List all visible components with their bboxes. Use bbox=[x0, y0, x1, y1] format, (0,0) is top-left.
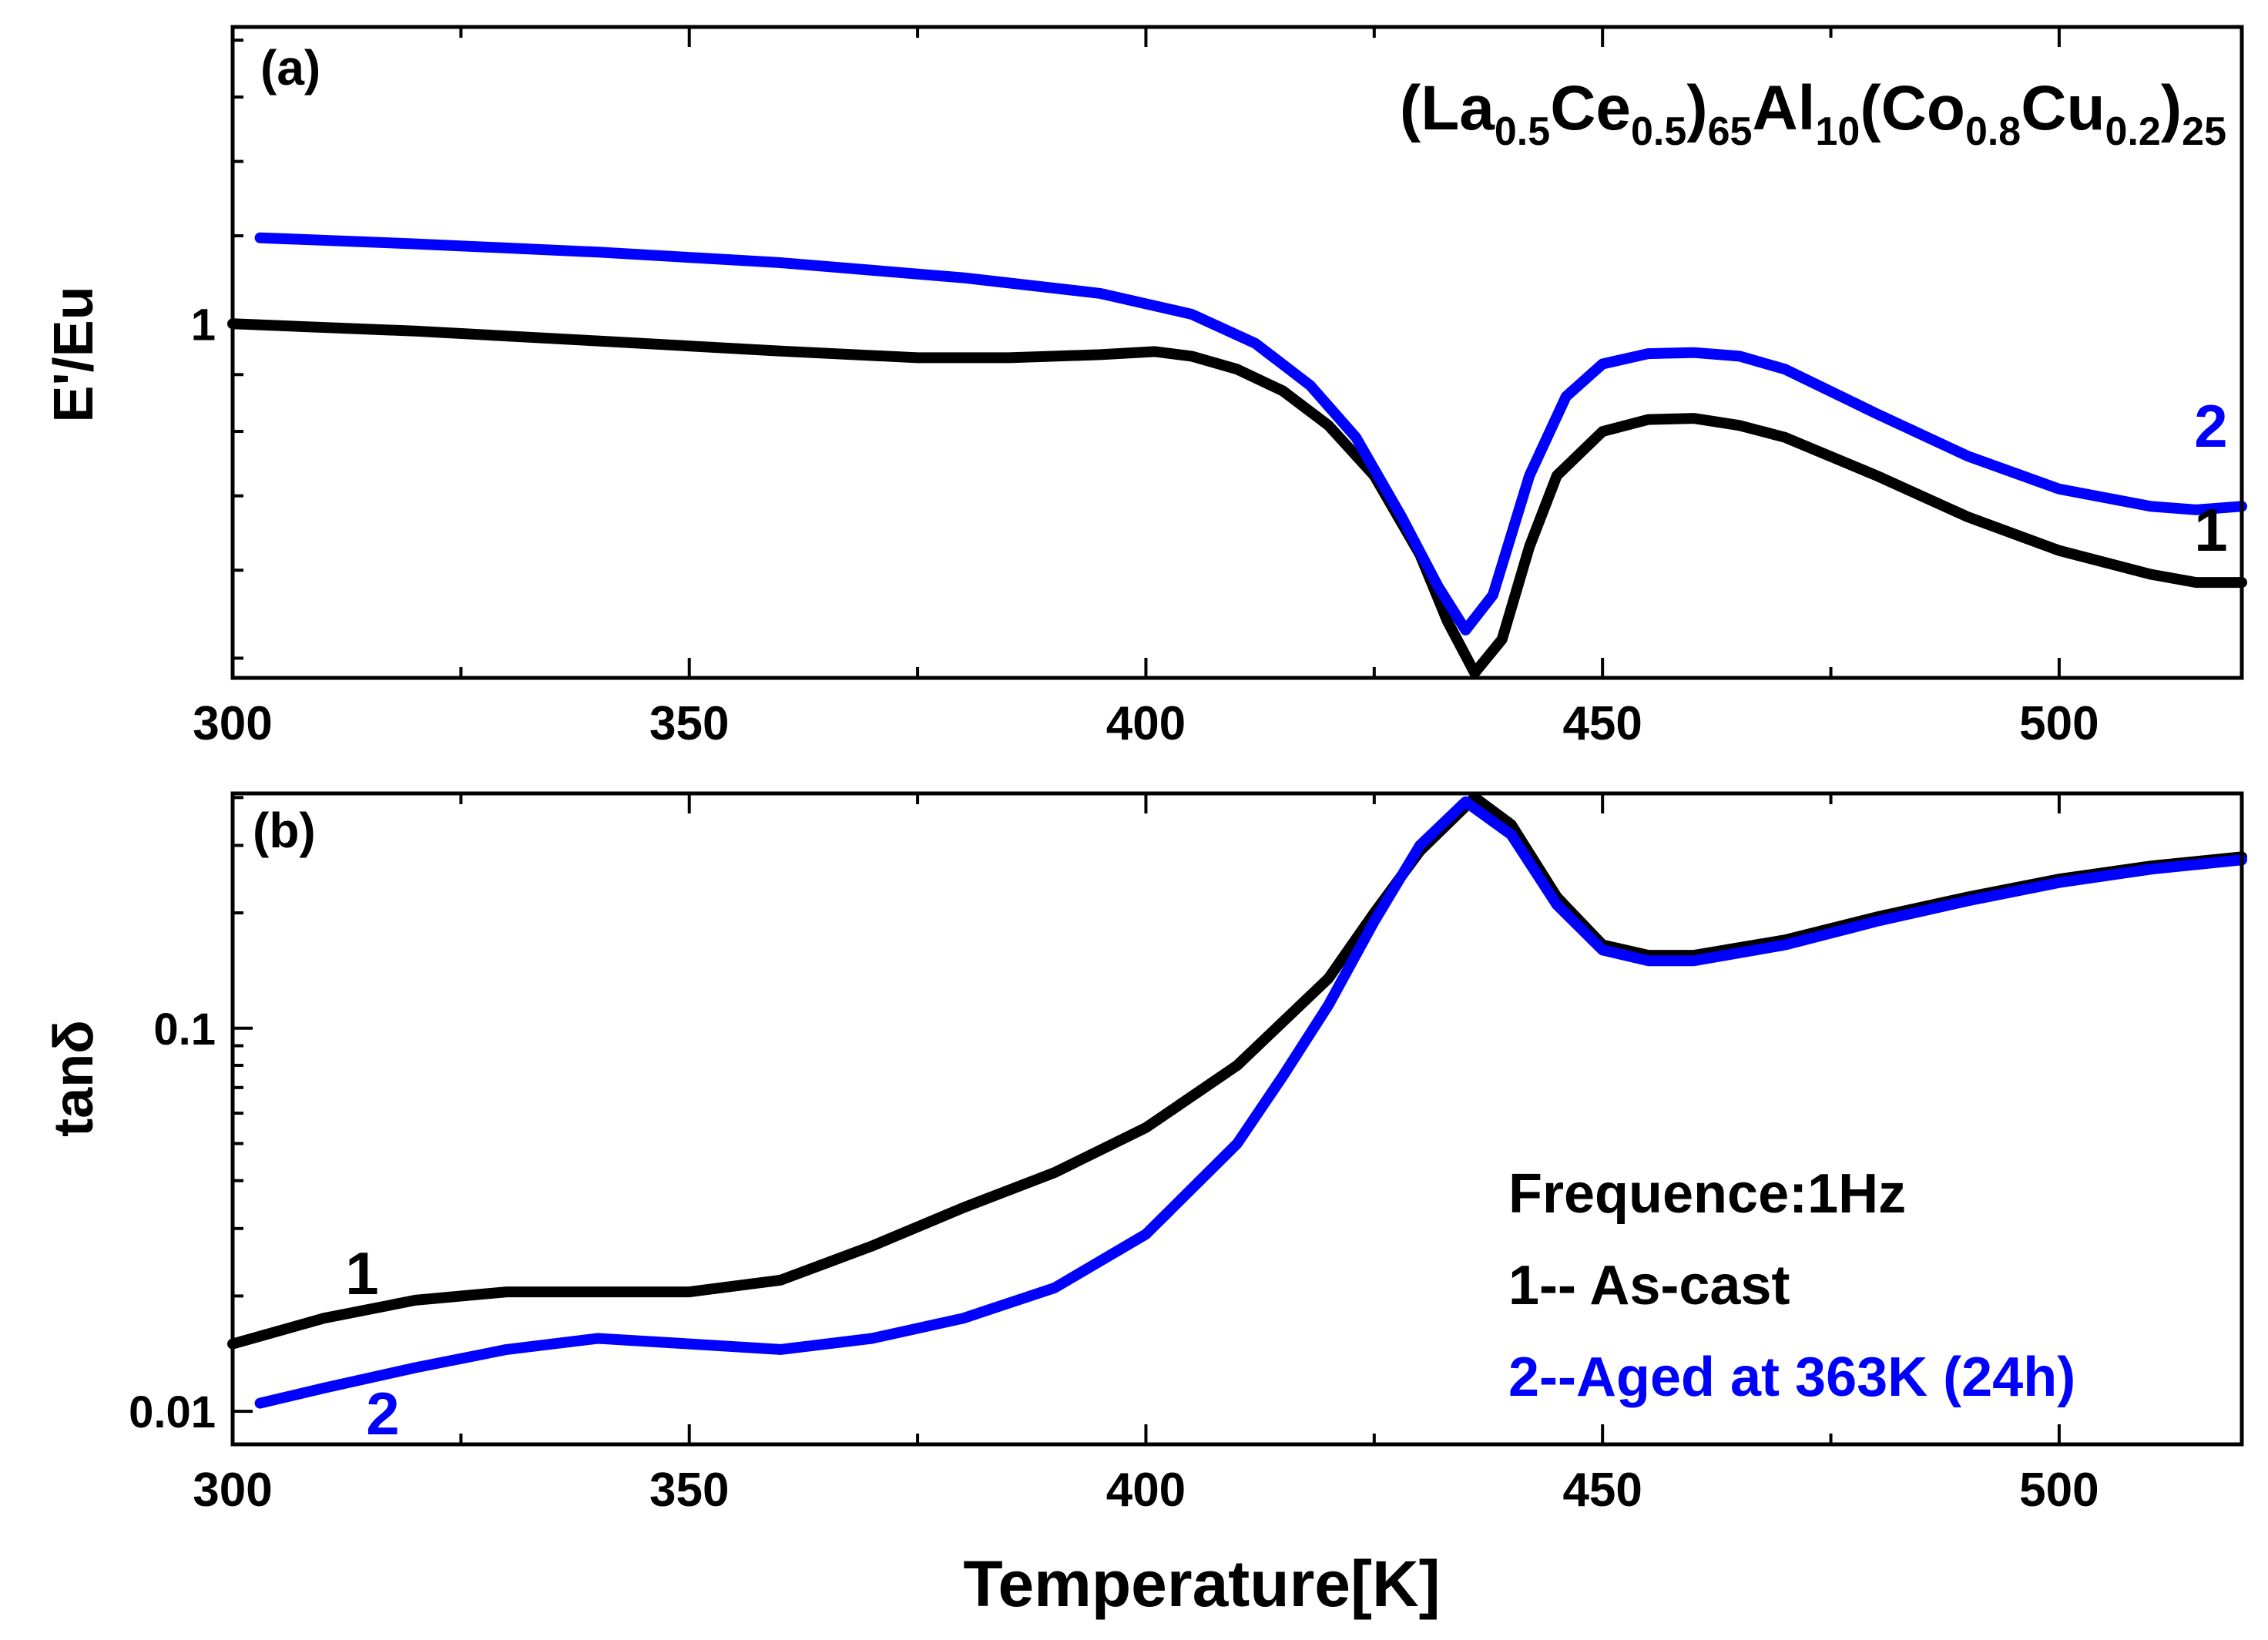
panel-a-series-1 bbox=[227, 318, 2247, 679]
panel-b-ytick-0.01: 0.01 bbox=[129, 1387, 216, 1437]
panel-a-frame bbox=[230, 25, 2244, 680]
panel-a-xtick-350: 350 bbox=[649, 697, 729, 750]
panel-b-ylabel: tanδ bbox=[43, 1020, 105, 1137]
panel-a-title: (La0.5Ce0.5)65Al10(Co0.8Cu0.2)25 bbox=[1400, 73, 2226, 154]
panel-a-ytick-1: 1 bbox=[191, 300, 216, 350]
panel-a-curve-label-1: 1 bbox=[2194, 496, 2227, 564]
panel-b-xtick-350: 350 bbox=[649, 1464, 729, 1517]
panel-a-xtick-300: 300 bbox=[193, 697, 272, 750]
panel-a-xtick-400: 400 bbox=[1106, 697, 1186, 750]
panel-b-ytick-0.1: 0.1 bbox=[153, 1004, 216, 1055]
panel-b-curve-label-2: 2 bbox=[366, 1380, 399, 1447]
panel-b-frame bbox=[230, 791, 2244, 1447]
panel-b: 300 350 400 450 500 0.01 0.1 (b) tanδ Tempera… bbox=[43, 791, 2247, 1620]
panel-a: 300 350 400 450 500 1 (a) E'/Eu (La0.5Ce0.5)… bbox=[43, 25, 2247, 750]
panel-b-curve-label-1: 1 bbox=[345, 1239, 378, 1307]
panel-b-xtick-400: 400 bbox=[1106, 1464, 1186, 1517]
panel-b-xtick-450: 450 bbox=[1562, 1464, 1642, 1517]
panel-b-xtick-300: 300 bbox=[193, 1464, 272, 1517]
legend-as-cast: 1-- As-cast bbox=[1508, 1255, 1790, 1316]
legend-aged: 2--Aged at 363K (24h) bbox=[1508, 1347, 2075, 1408]
panel-b-xtick-500: 500 bbox=[2019, 1464, 2099, 1517]
panel-b-label: (b) bbox=[253, 803, 316, 858]
panel-a-xtick-500: 500 bbox=[2019, 697, 2099, 750]
panel-b-xlabel: Temperature[K] bbox=[963, 1548, 1440, 1620]
panel-a-xtick-450: 450 bbox=[1562, 697, 1642, 750]
panel-b-series-2 bbox=[254, 796, 2247, 1409]
panel-a-label: (a) bbox=[260, 40, 320, 96]
panel-a-series-2 bbox=[254, 232, 2247, 636]
panel-a-ylabel: E'/Eu bbox=[43, 286, 105, 422]
panel-a-curve-label-2: 2 bbox=[2194, 392, 2227, 460]
legend-frequency: Frequence:1Hz bbox=[1508, 1163, 1906, 1225]
